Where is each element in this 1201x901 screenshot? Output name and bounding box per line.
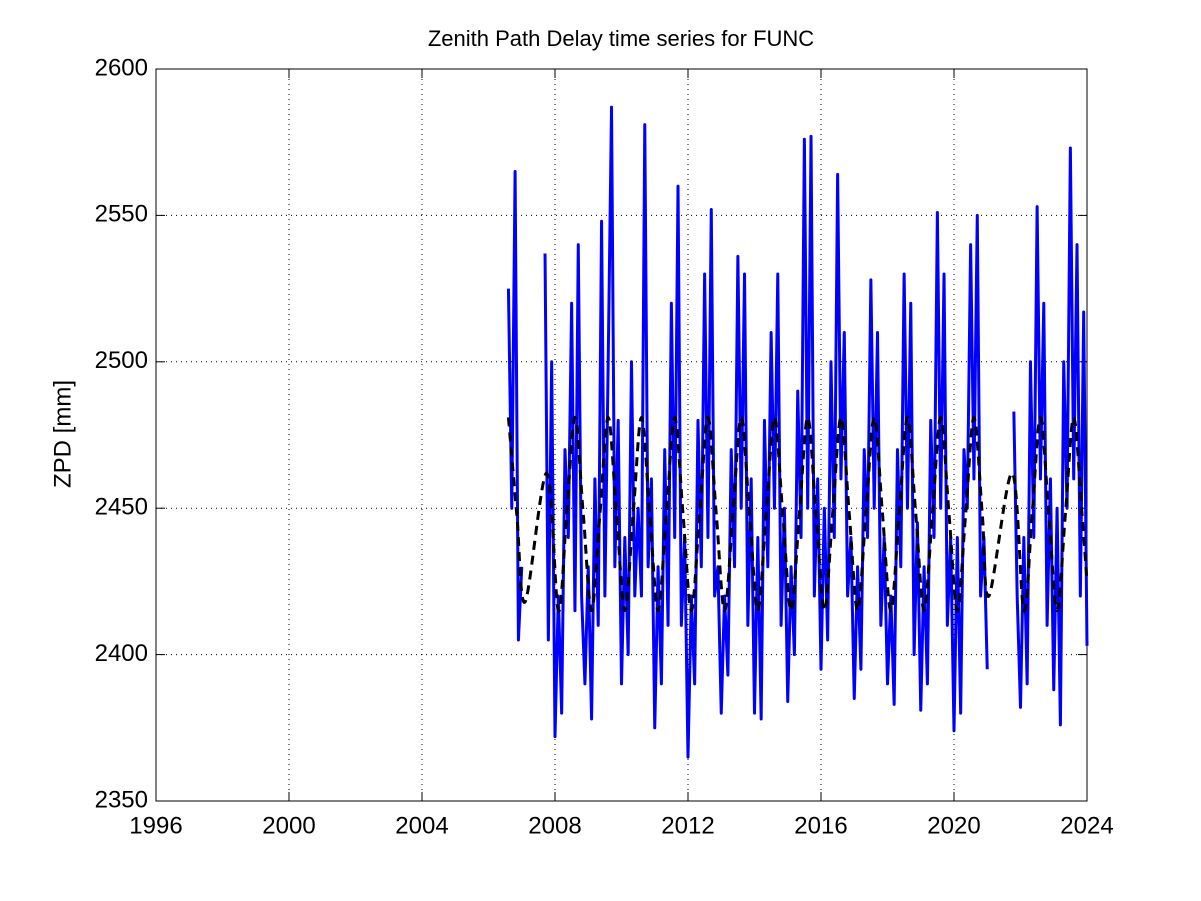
y-tick-label: 2450 <box>95 494 148 521</box>
chart-title: Zenith Path Delay time series for FUNC <box>428 26 814 51</box>
x-tick-label: 2000 <box>262 812 315 839</box>
plot-frame <box>155 68 1088 802</box>
y-tick-label: 2350 <box>95 786 148 813</box>
y-tick-label: 2600 <box>95 54 148 81</box>
x-tick-label: 2024 <box>1060 812 1113 839</box>
data-line <box>543 105 989 759</box>
x-tick-label: 2016 <box>794 812 847 839</box>
x-tick-label: 2008 <box>528 812 581 839</box>
x-tick-label: 2012 <box>661 812 714 839</box>
y-tick-label: 2550 <box>95 201 148 228</box>
y-axis-label: ZPD [mm] <box>49 380 76 488</box>
x-tick-label: 1996 <box>129 812 182 839</box>
data-line <box>1012 146 1089 727</box>
x-tick-label: 2020 <box>927 812 980 839</box>
y-tick-label: 2400 <box>95 640 148 667</box>
fit-line <box>506 415 1089 613</box>
x-tick-label: 2004 <box>395 812 448 839</box>
y-tick-label: 2500 <box>95 347 148 374</box>
